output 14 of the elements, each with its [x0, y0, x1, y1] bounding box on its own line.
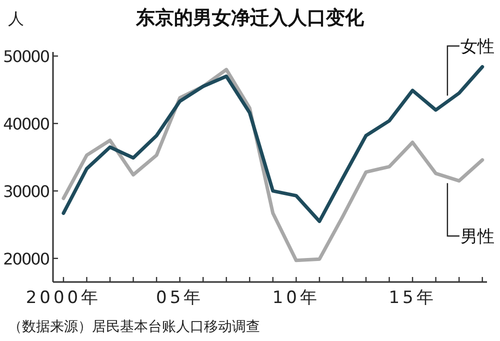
- y-tick-label: 20000: [3, 249, 50, 268]
- text: 男性: [460, 227, 494, 247]
- line-series: [62, 65, 484, 224]
- y-axis-title: 人: [8, 9, 24, 28]
- x-tick-label: 05年: [156, 288, 204, 308]
- y-tick-label: 50000: [3, 47, 50, 66]
- y-tick-label: 40000: [3, 114, 50, 134]
- y-tick-label: 30000: [3, 182, 50, 201]
- chart-title: 东京的男女净迁入人口变化: [135, 7, 365, 29]
- x-tick-label: 2000年: [26, 288, 102, 308]
- x-tick-label: 10年: [272, 288, 320, 308]
- x-tick-label: 15年: [388, 288, 436, 308]
- series-label: 女性: [460, 37, 494, 57]
- text: （数据来源）居民基本台账人口移动调查: [8, 319, 260, 335]
